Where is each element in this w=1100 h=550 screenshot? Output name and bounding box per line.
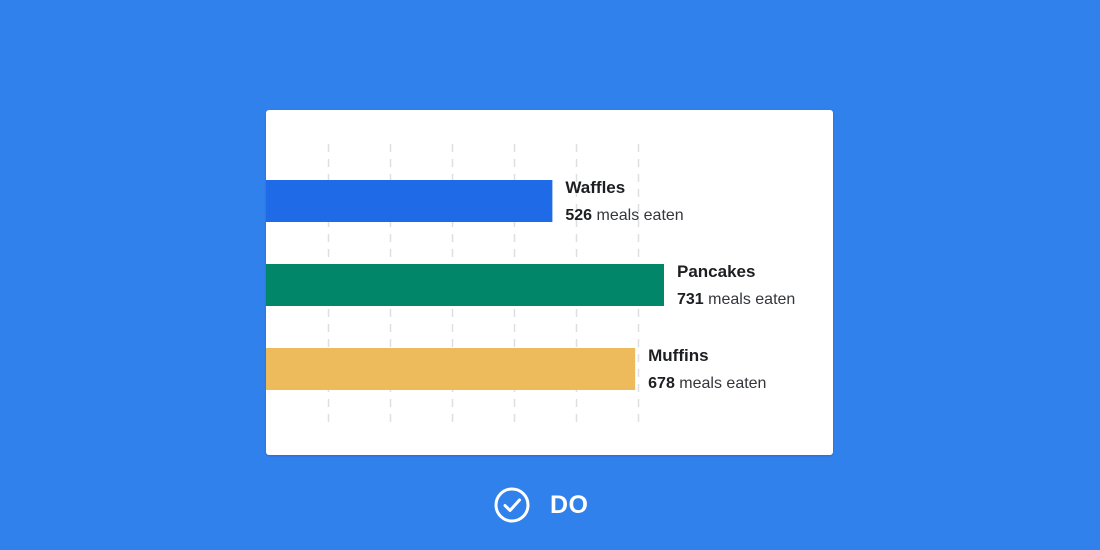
bar-muffins	[266, 348, 636, 390]
bar-label-waffles: Waffles	[565, 178, 625, 197]
data-unit: meals eaten	[592, 207, 684, 224]
data-label-pancakes: 731 meals eaten	[677, 291, 795, 308]
data-unit: meals eaten	[704, 291, 796, 308]
bar-chart: Waffles 526 meals eaten Pancakes 731 meals …	[266, 144, 795, 428]
data-unit: meals eaten	[675, 375, 767, 392]
bar-label-muffins: Muffins	[648, 346, 708, 365]
bar-pancakes	[266, 264, 664, 306]
data-value: 678	[648, 375, 675, 392]
data-value: 731	[677, 291, 704, 308]
data-label-waffles: 526 meals eaten	[565, 207, 683, 224]
check-circle-icon	[494, 487, 530, 523]
chart-card: Waffles 526 meals eaten Pancakes 731 meals …	[266, 110, 833, 455]
bar-label-pancakes: Pancakes	[677, 262, 755, 281]
do-label: DO	[550, 490, 589, 519]
bar-waffles	[266, 180, 553, 222]
data-label-muffins: 678 meals eaten	[648, 375, 766, 392]
do-badge: DO	[494, 485, 589, 525]
data-value: 526	[565, 207, 592, 224]
